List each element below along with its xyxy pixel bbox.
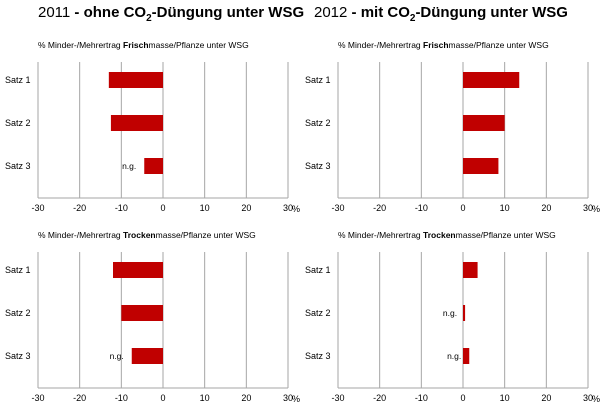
x-tick-label: 30 <box>583 393 593 403</box>
category-label: Satz 2 <box>305 118 331 128</box>
chart-subtitle: % Minder-/Mehrertrag Frischmasse/Pflanze… <box>38 40 249 50</box>
category-label: Satz 2 <box>305 308 331 318</box>
chart-svg: % Minder-/Mehrertrag Frischmasse/Pflanze… <box>305 40 600 214</box>
subtitle-post: masse/Pflanze unter WSG <box>156 230 256 240</box>
subtitle-post: masse/Pflanze unter WSG <box>449 40 549 50</box>
chart-panel-2012-frischmasse: % Minder-/Mehrertrag Frischmasse/Pflanze… <box>300 36 600 214</box>
x-unit-label: % <box>292 204 300 214</box>
bar <box>463 348 470 364</box>
x-tick-label: 30 <box>283 393 293 403</box>
x-tick-label: -10 <box>115 393 128 403</box>
x-tick-label: 20 <box>541 393 551 403</box>
x-tick-label: 0 <box>460 393 465 403</box>
chart-panel-2011-trockenmasse: % Minder-/Mehrertrag Trockenmasse/Pflanz… <box>0 226 300 404</box>
subtitle-bold: Frisch <box>423 40 449 50</box>
category-label: Satz 2 <box>5 308 31 318</box>
category-label: Satz 1 <box>5 75 31 85</box>
x-tick-label: 0 <box>160 203 165 213</box>
category-label: Satz 3 <box>5 161 31 171</box>
x-tick-label: -20 <box>73 203 86 213</box>
x-tick-label: -20 <box>373 203 386 213</box>
x-unit-label: % <box>592 394 600 404</box>
x-tick-label: 10 <box>200 393 210 403</box>
subtitle-pre: % Minder-/Mehrertrag <box>38 230 123 240</box>
bar <box>144 158 163 174</box>
x-tick-label: 30 <box>283 203 293 213</box>
x-tick-label: 20 <box>241 393 251 403</box>
x-tick-label: -30 <box>331 203 344 213</box>
subtitle-bold: Trocken <box>123 230 156 240</box>
bar <box>121 305 163 321</box>
bar <box>463 305 466 321</box>
bar <box>463 115 505 131</box>
x-tick-label: -10 <box>415 393 428 403</box>
x-tick-label: -20 <box>73 393 86 403</box>
bar <box>131 348 163 364</box>
chart-panel-2012-trockenmasse: % Minder-/Mehrertrag Trockenmasse/Pflanz… <box>300 226 600 404</box>
bar <box>463 72 520 88</box>
bar <box>110 115 163 131</box>
chart-title-2012: 2012 - mit CO2-Düngung unter WSG <box>314 4 568 24</box>
x-tick-label: 10 <box>500 203 510 213</box>
x-tick-label: 10 <box>200 203 210 213</box>
x-tick-label: -30 <box>31 393 44 403</box>
subtitle-post: masse/Pflanze unter WSG <box>456 230 556 240</box>
category-label: Satz 3 <box>305 161 331 171</box>
x-tick-label: 10 <box>500 393 510 403</box>
category-label: Satz 3 <box>5 351 31 361</box>
subtitle-pre: % Minder-/Mehrertrag <box>38 40 123 50</box>
x-tick-label: 30 <box>583 203 593 213</box>
chart-svg: % Minder-/Mehrertrag Trockenmasse/Pflanz… <box>305 230 600 404</box>
chart-title-2011: 2011 - ohne CO2-Düngung unter WSG <box>38 4 305 24</box>
bar <box>463 158 499 174</box>
subtitle-post: masse/Pflanze unter WSG <box>149 40 249 50</box>
chart-panel-2011-frischmasse: % Minder-/Mehrertrag Frischmasse/Pflanze… <box>0 36 300 214</box>
chart-subtitle: % Minder-/Mehrertrag Trockenmasse/Pflanz… <box>338 230 556 240</box>
chart-svg: % Minder-/Mehrertrag Trockenmasse/Pflanz… <box>5 230 300 404</box>
bar-annotation: n.g. <box>447 351 461 361</box>
subtitle-pre: % Minder-/Mehrertrag <box>338 230 423 240</box>
category-label: Satz 1 <box>305 265 331 275</box>
bar-annotation: n.g. <box>110 351 124 361</box>
x-unit-label: % <box>592 204 600 214</box>
category-label: Satz 3 <box>305 351 331 361</box>
x-tick-label: 20 <box>541 203 551 213</box>
x-tick-label: 20 <box>241 203 251 213</box>
x-tick-label: -10 <box>115 203 128 213</box>
x-tick-label: -30 <box>331 393 344 403</box>
bar <box>463 262 478 278</box>
category-label: Satz 1 <box>305 75 331 85</box>
x-tick-label: 0 <box>460 203 465 213</box>
subtitle-pre: % Minder-/Mehrertrag <box>338 40 423 50</box>
x-tick-label: -30 <box>31 203 44 213</box>
category-label: Satz 1 <box>5 265 31 275</box>
chart-subtitle: % Minder-/Mehrertrag Trockenmasse/Pflanz… <box>38 230 256 240</box>
subtitle-bold: Frisch <box>123 40 149 50</box>
bar-annotation: n.g. <box>443 308 457 318</box>
category-label: Satz 2 <box>5 118 31 128</box>
bar-annotation: n.g. <box>122 161 136 171</box>
chart-svg: % Minder-/Mehrertrag Frischmasse/Pflanze… <box>5 40 300 214</box>
bar <box>108 72 163 88</box>
bar <box>113 262 163 278</box>
chart-subtitle: % Minder-/Mehrertrag Frischmasse/Pflanze… <box>338 40 549 50</box>
x-tick-label: -20 <box>373 393 386 403</box>
subtitle-bold: Trocken <box>423 230 456 240</box>
x-tick-label: 0 <box>160 393 165 403</box>
x-unit-label: % <box>292 394 300 404</box>
x-tick-label: -10 <box>415 203 428 213</box>
